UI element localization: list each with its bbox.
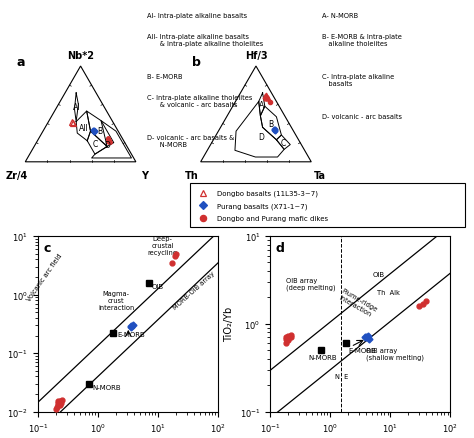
Text: AI: AI (73, 103, 80, 112)
Y-axis label: Th/Yb: Th/Yb (0, 311, 2, 338)
Text: Purang basalts (X71-1~7): Purang basalts (X71-1~7) (217, 203, 308, 209)
Text: Ta: Ta (314, 170, 326, 180)
Text: B: B (97, 127, 102, 136)
Text: c: c (43, 242, 51, 255)
Y-axis label: TiO₂/Yb: TiO₂/Yb (224, 307, 234, 342)
Text: Deep-
crustal
recycling: Deep- crustal recycling (148, 236, 178, 255)
Text: C- Intra-plate alkaline tholeiites
      & volcanic - arc basalts: C- Intra-plate alkaline tholeiites & vol… (147, 95, 252, 108)
Text: Th  Alk: Th Alk (377, 289, 400, 295)
Text: OIB: OIB (372, 272, 384, 277)
Text: A: A (259, 100, 264, 110)
Text: MORB-OIB array: MORB-OIB array (172, 270, 216, 311)
Text: D- volcanic - arc basalts &
      N-MORB: D- volcanic - arc basalts & N-MORB (147, 135, 234, 148)
Text: C: C (92, 139, 98, 148)
Text: AII- Intra-plate alkaline basalts
      & Intra-plate alkaline tholeiites: AII- Intra-plate alkaline basalts & Intr… (147, 34, 263, 47)
Text: Volcanic arc field: Volcanic arc field (26, 252, 64, 302)
Text: OIB array
(shallow melting): OIB array (shallow melting) (366, 347, 424, 360)
Text: b: b (192, 56, 201, 69)
Text: Plume-ridge
interaction: Plume-ridge interaction (337, 287, 378, 318)
Text: Dongbo basalts (11L35-3~7): Dongbo basalts (11L35-3~7) (217, 191, 318, 197)
Text: OIB: OIB (151, 283, 164, 289)
Text: AI- Intra-plate alkaline basalts: AI- Intra-plate alkaline basalts (147, 13, 247, 19)
Text: B: B (268, 120, 273, 129)
Text: Nb*2: Nb*2 (67, 51, 94, 61)
Text: B- E-MORB & Intra-plate
   alkaline tholeiites: B- E-MORB & Intra-plate alkaline tholeii… (322, 34, 402, 47)
Text: C- Intra-plate alkaline
   basalts: C- Intra-plate alkaline basalts (322, 74, 394, 87)
Text: N  E: N E (335, 374, 348, 379)
Text: D- volcanic - arc basalts: D- volcanic - arc basalts (322, 114, 402, 120)
Text: D: D (258, 133, 264, 142)
Text: A- N-MORB: A- N-MORB (322, 13, 358, 19)
Text: AII: AII (79, 124, 89, 133)
Text: C: C (281, 138, 286, 147)
Text: B- E-MORB: B- E-MORB (147, 74, 182, 80)
Text: N-MORB: N-MORB (308, 354, 337, 360)
Text: a: a (17, 56, 26, 69)
Text: Magma-
crust
interaction: Magma- crust interaction (98, 290, 134, 310)
Text: Y: Y (141, 170, 148, 180)
Text: Hf/3: Hf/3 (245, 51, 267, 61)
Text: D: D (104, 141, 110, 150)
Text: d: d (275, 242, 284, 255)
Text: Th: Th (185, 170, 199, 180)
Text: Dongbo and Purang mafic dikes: Dongbo and Purang mafic dikes (217, 215, 328, 221)
Text: E-MORB: E-MORB (348, 347, 376, 353)
Text: OIB array
(deep melting): OIB array (deep melting) (285, 277, 335, 291)
Text: Zr/4: Zr/4 (5, 170, 27, 180)
Text: E-MORB: E-MORB (117, 331, 145, 337)
Text: N-MORB: N-MORB (93, 384, 121, 390)
